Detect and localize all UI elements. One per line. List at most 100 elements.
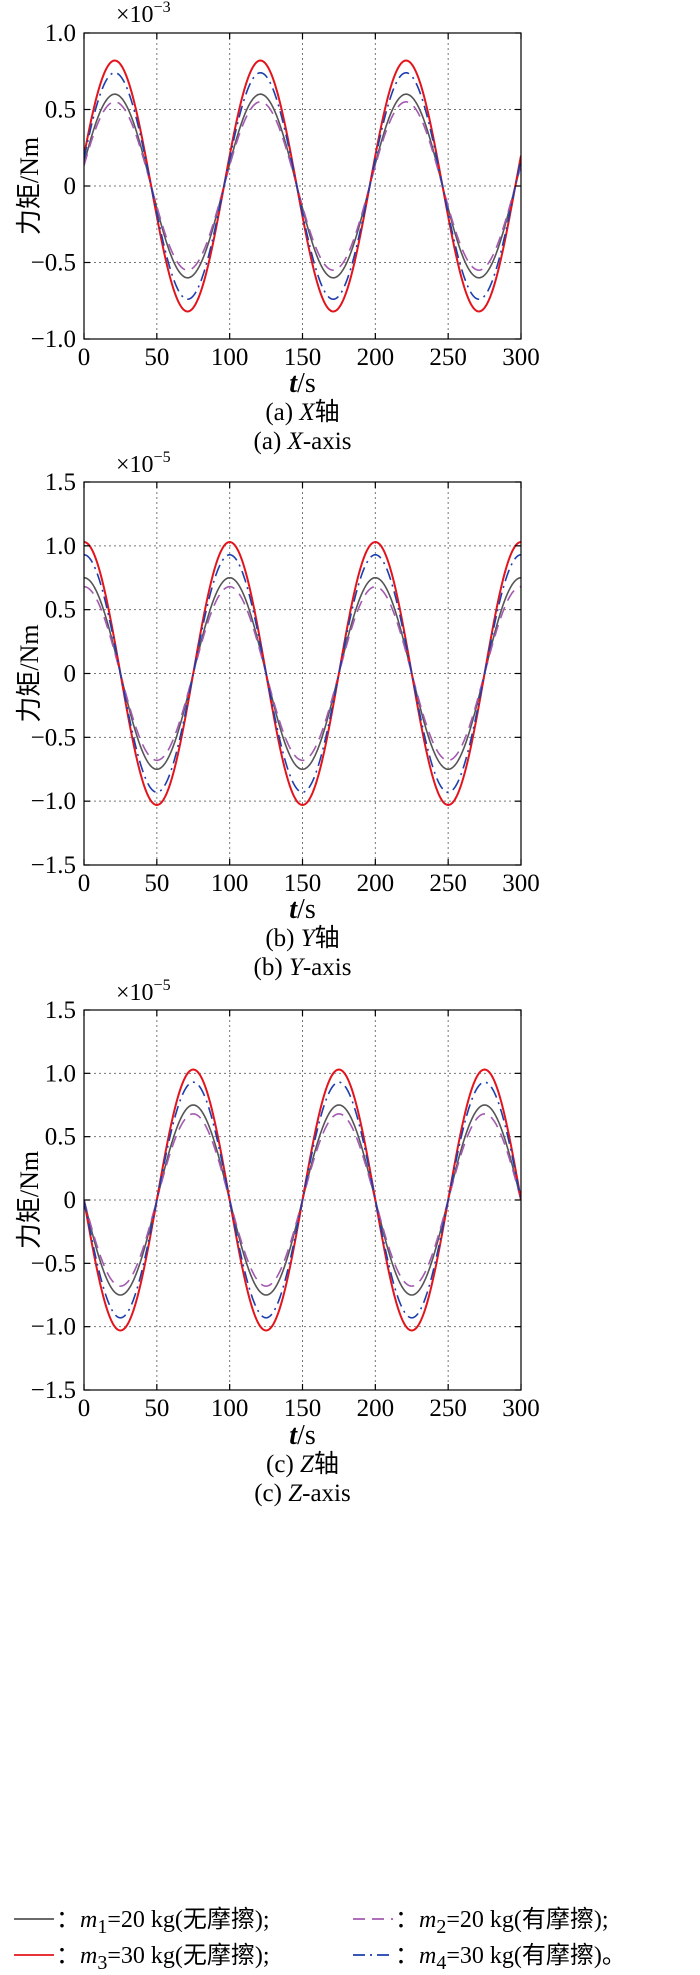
x-tick-label: 200	[357, 344, 395, 371]
caption-cn-c: (c) Z轴	[266, 1450, 339, 1478]
x-tick-label: 0	[78, 870, 91, 897]
legend-swatch-m4	[353, 1954, 393, 1956]
x-axis-label-var: t	[289, 894, 298, 925]
y-tick-label: −1.0	[31, 1314, 76, 1341]
x-axis-label: t/s	[289, 894, 315, 925]
x-tick-label: 200	[357, 1395, 395, 1422]
x-tick-label: 250	[429, 344, 467, 371]
x-tick-label: 300	[502, 344, 540, 371]
legend-label-m3: ：m3=30 kg(无摩擦);	[56, 1943, 270, 1974]
y-axis-label: 力矩/Nm	[15, 1151, 44, 1249]
legend-swatch-m3	[14, 1954, 54, 1956]
y-tick-label: 1.0	[45, 533, 76, 560]
x-tick-label: 100	[211, 344, 249, 371]
x-tick-label: 100	[211, 870, 249, 897]
x-tick-label: 300	[502, 1395, 540, 1422]
x-axis-label-unit: /s	[297, 368, 316, 399]
axis-multiplier: ×10−5	[116, 977, 171, 1006]
y-tick-label: −1.5	[31, 1377, 76, 1404]
series-line-m3	[84, 540, 521, 807]
multiplier-base: ×10	[116, 980, 154, 1006]
panel-c: 0 50 100 150 200 250 300 −1.5 −1.0 −0.5 0 0.5 1.0 1.5…	[15, 977, 540, 1507]
y-tick-label: 1.0	[45, 20, 76, 47]
grid-b	[84, 482, 521, 865]
x-tick-label: 250	[429, 1395, 467, 1422]
x-axis-label-unit: /s	[297, 894, 316, 925]
x-tick-label: 200	[357, 870, 395, 897]
caption-cn-a: (a) X轴	[265, 398, 339, 426]
y-tick-label: −0.5	[31, 250, 76, 277]
caption-en-axis-letter: X	[287, 428, 305, 455]
x-axis-label-var: t	[289, 1420, 298, 1451]
x-tick-label: 150	[284, 1395, 322, 1422]
axis-multiplier: ×10−3	[116, 0, 171, 28]
grid-a	[84, 33, 521, 339]
x-tick-label: 50	[144, 870, 169, 897]
caption-en-suffix: -axis	[302, 1480, 351, 1507]
series-line-m2	[84, 585, 521, 762]
series-line-m2	[84, 101, 521, 271]
caption-en-prefix: (c)	[254, 1480, 288, 1507]
caption-cn-prefix: (b)	[265, 925, 300, 952]
legend-label-m1: ：m1=20 kg(无摩擦);	[56, 1907, 270, 1938]
x-tick-label: 0	[78, 344, 91, 371]
legend-swatch-m1	[14, 1918, 54, 1920]
y-tick-label: 1.0	[45, 1060, 76, 1087]
y-tick-label: −0.5	[31, 1250, 76, 1277]
legend-item-m1: ：m1=20 kg(无摩擦);	[14, 1902, 270, 1938]
x-tick-label: 300	[502, 870, 540, 897]
series-group-b	[84, 540, 521, 807]
axis-multiplier: ×10−5	[116, 449, 171, 478]
series-line-m4	[84, 71, 521, 301]
y-tick-label: −1.0	[31, 326, 76, 353]
series-line-m4	[84, 1081, 521, 1319]
caption-cn-prefix: (a)	[265, 399, 299, 426]
y-tick-label: 0.5	[45, 597, 76, 624]
y-tick-label: 0.5	[45, 97, 76, 124]
multiplier-exponent: −5	[154, 449, 171, 466]
caption-en-prefix: (a)	[254, 428, 288, 455]
legend-swatch-m2	[353, 1918, 393, 1920]
x-axis-label: t/s	[289, 1420, 315, 1451]
y-axis-label: 力矩/Nm	[15, 137, 44, 235]
caption-cn-suffix: 轴	[315, 924, 340, 952]
x-tick-label: 0	[78, 1395, 91, 1422]
y-tick-label: 0	[64, 1187, 77, 1214]
y-tick-label: −1.5	[31, 852, 76, 879]
multiplier-exponent: −3	[154, 0, 171, 16]
legend-item-m3: ：m3=30 kg(无摩擦);	[14, 1938, 270, 1974]
x-tick-label: 50	[144, 344, 169, 371]
legend-label-m4: ：m4=30 kg(有摩擦)。	[395, 1943, 626, 1974]
x-tick-label: 50	[144, 1395, 169, 1422]
y-tick-label: 0	[64, 661, 77, 688]
y-tick-label: 1.5	[45, 469, 76, 496]
caption-cn-suffix: 轴	[315, 398, 340, 426]
legend-item-m4: ：m4=30 kg(有摩擦)。	[353, 1938, 626, 1974]
x-tick-label: 100	[211, 1395, 249, 1422]
caption-en-prefix: (b)	[254, 954, 289, 981]
x-axis-label-var: t	[289, 368, 298, 399]
caption-en-a: (a) X-axis	[254, 428, 352, 455]
caption-en-axis-letter: Z	[288, 1480, 303, 1507]
y-tick-label: −1.0	[31, 788, 76, 815]
x-axis-label: t/s	[289, 368, 315, 399]
multiplier-exponent: −5	[154, 977, 171, 994]
series-group-c	[84, 1068, 521, 1332]
legend-row-2: ：m3=30 kg(无摩擦); ：m4=30 kg(有摩擦)。	[0, 1938, 700, 1974]
series-line-m1	[84, 576, 521, 771]
legend-label-m2: ：m2=20 kg(有摩擦);	[395, 1907, 609, 1938]
y-axis-label: 力矩/Nm	[15, 624, 44, 722]
legend-row-1: ：m1=20 kg(无摩擦); ：m2=20 kg(有摩擦);	[0, 1902, 700, 1938]
legend-item-m2: ：m2=20 kg(有摩擦);	[353, 1902, 609, 1938]
series-group-a	[84, 59, 521, 313]
caption-en-suffix: -axis	[303, 954, 352, 981]
caption-cn-axis-letter: Z	[300, 1451, 315, 1478]
y-tick-label: 0.5	[45, 1124, 76, 1151]
caption-cn-axis-letter: X	[298, 399, 316, 426]
y-tick-label: 0	[64, 173, 77, 200]
panel-b: 0 50 100 150 200 250 300 −1.5 −1.0 −0.5 0 0.5 1.0 1.5…	[15, 449, 540, 981]
x-tick-label: 150	[284, 344, 322, 371]
x-axis-label-unit: /s	[297, 1420, 316, 1451]
series-line-m4	[84, 553, 521, 794]
